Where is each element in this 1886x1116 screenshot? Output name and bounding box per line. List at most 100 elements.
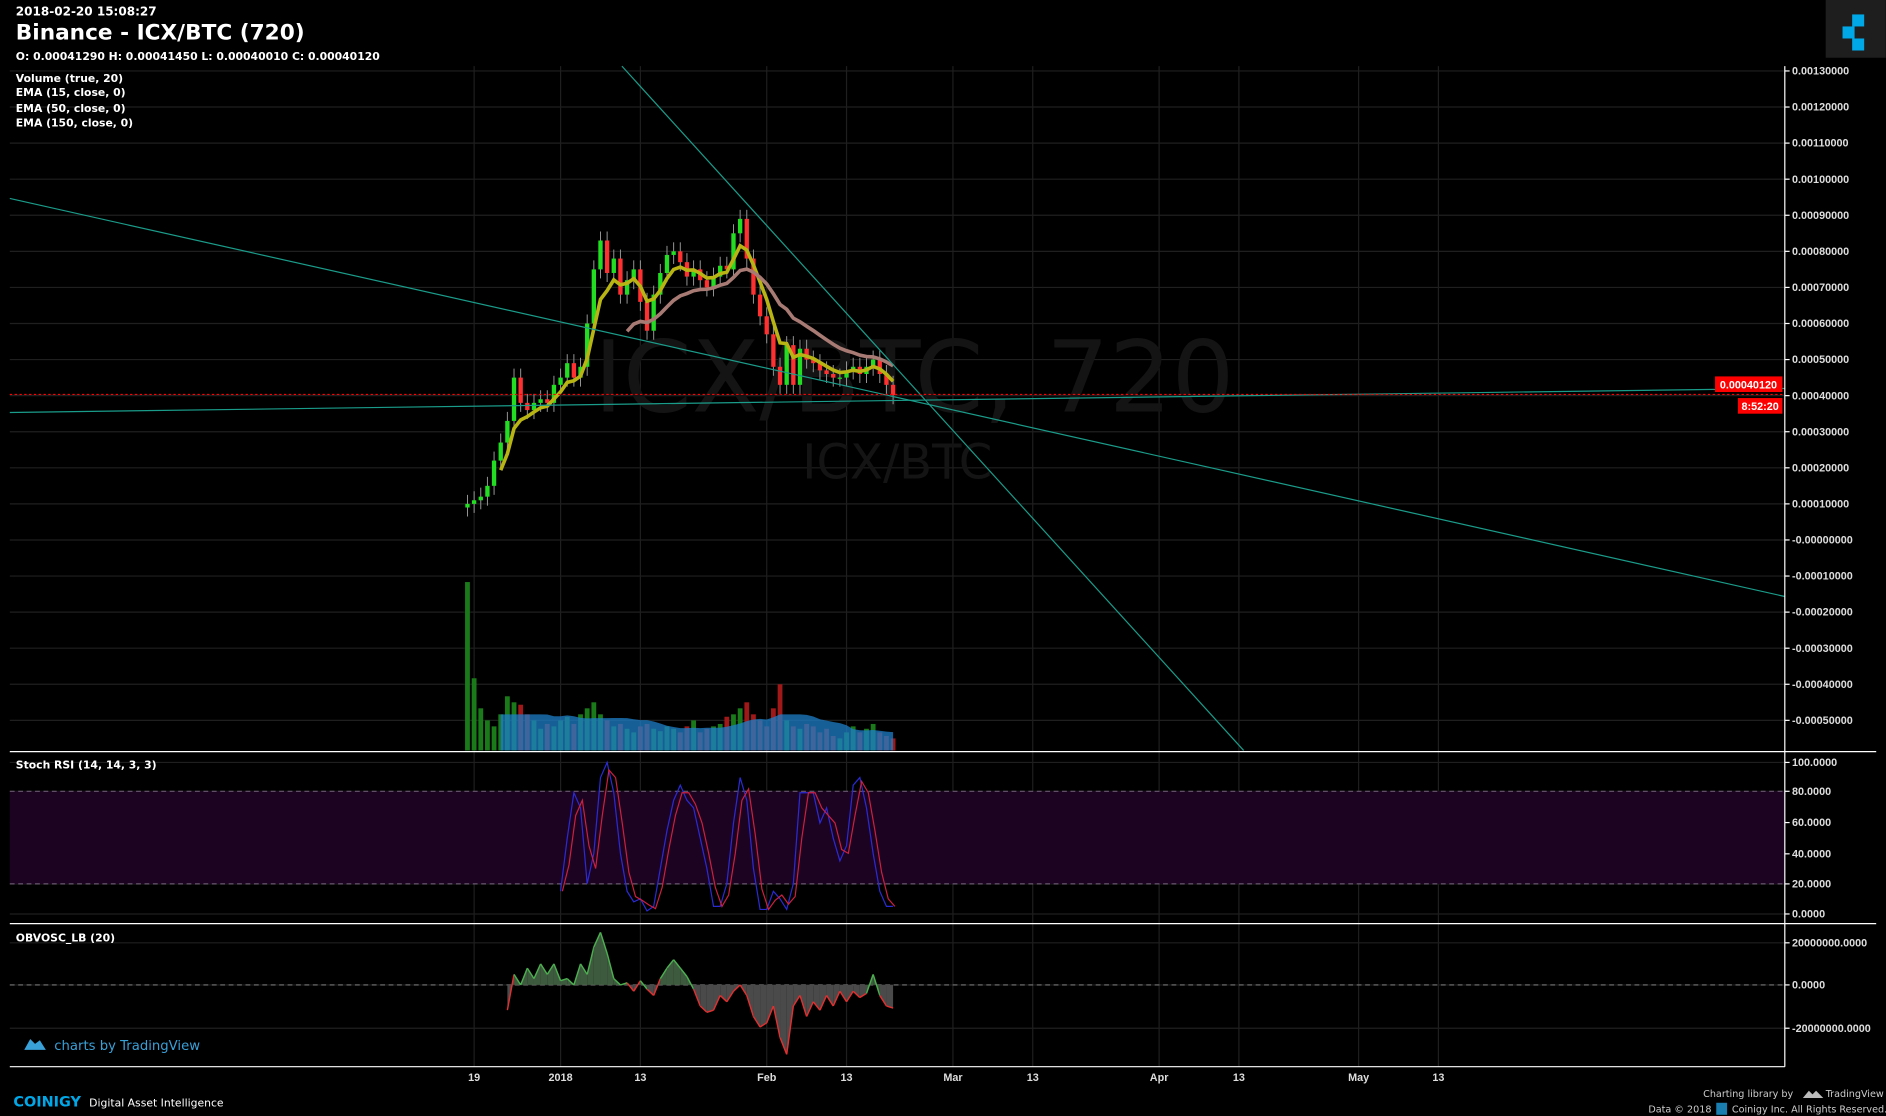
obvosc-label[interactable]: OBVOSC_LB (20)	[16, 932, 115, 945]
obv-line-segment	[520, 967, 528, 986]
candle-body	[485, 485, 490, 497]
obv-line-segment	[599, 932, 608, 954]
obv-line-segment	[839, 990, 848, 1003]
coinigy-small-icon	[1716, 1102, 1728, 1115]
price-axis[interactable]: 0.00130000 0.00120000 0.00110000 0.00100000…	[1784, 66, 1853, 727]
stoch-axis[interactable]: 100.0000 80.0000 60.0000 40.0000 20.0000 0.00…	[1784, 757, 1837, 921]
indicator-ema15[interactable]: EMA (15, close, 0)	[16, 86, 126, 99]
obv-line-segment	[799, 995, 808, 1017]
candle-body	[651, 294, 656, 331]
candle-body	[618, 258, 623, 295]
stoch-rsi-label[interactable]: Stoch RSI (14, 14, 3, 3)	[16, 758, 157, 771]
tradingview-cloud-icon	[24, 1039, 46, 1050]
obv-axis[interactable]: 20000000.0000 0.0000 -20000000.0000	[1784, 937, 1871, 1035]
last-price-label: 0.00040120	[1720, 379, 1777, 391]
tradingview-link[interactable]: charts by TradingView	[24, 1039, 200, 1054]
obv-line-segment	[540, 963, 548, 975]
obv-line-segment	[639, 980, 648, 990]
obv-line-segment	[513, 974, 522, 986]
candle-body	[870, 359, 876, 367]
obv-line-segment	[852, 990, 861, 999]
obv-line-segment	[626, 982, 635, 992]
ema15-line	[499, 243, 895, 471]
obv-line-segment	[566, 978, 575, 986]
time-axis[interactable]: 19 2018 13 Feb 13 Mar 13 Apr 13 May 13	[468, 1072, 1444, 1084]
obvosc-plot	[506, 932, 894, 1055]
obv-line-segment	[653, 978, 662, 996]
stoch-tick-label: 0.0000	[1792, 909, 1825, 921]
stoch-tick-label: 60.0000	[1792, 817, 1831, 829]
candle-body	[844, 370, 849, 378]
obv-line-segment	[779, 1037, 788, 1055]
candle-body	[505, 420, 510, 443]
candle-body	[811, 359, 816, 364]
obv-tick-label: -20000000.0000	[1792, 1023, 1871, 1035]
trendline-support[interactable]	[9, 387, 1785, 414]
obv-fill-segment	[726, 984, 734, 1002]
obv-fill-segment	[620, 982, 628, 985]
obv-line-segment	[726, 990, 735, 1003]
price-tick-label: 0.00050000	[1792, 354, 1849, 366]
obv-fill-segment	[853, 984, 860, 998]
price-tick-label: 0.00060000	[1792, 318, 1849, 330]
watermark-main: ICX/BTC, 720	[594, 320, 1235, 435]
candle-body	[598, 240, 603, 270]
obv-fill-segment	[580, 963, 588, 985]
volume-bar	[478, 708, 484, 751]
time-tick-label: 13	[841, 1072, 853, 1084]
candle-body	[731, 233, 736, 270]
candle-body	[478, 496, 483, 501]
trendline-steep[interactable]	[621, 65, 1245, 751]
time-tick-label: 13	[1233, 1072, 1245, 1084]
volume-bars	[465, 582, 896, 751]
candle-body	[744, 218, 749, 259]
countdown-badge	[1737, 398, 1783, 414]
candle-body	[658, 272, 663, 295]
candle-body	[565, 363, 570, 378]
tradingview-logo-icon	[1802, 1090, 1824, 1098]
candle-body	[664, 254, 670, 273]
tradingview-link-label[interactable]: charts by TradingView	[54, 1039, 200, 1054]
coinigy-logo-button[interactable]	[1825, 0, 1886, 58]
trendline-descending[interactable]	[9, 197, 1785, 598]
candle-body	[831, 374, 836, 378]
obv-line-segment	[533, 963, 542, 979]
volume-ma-area	[500, 714, 894, 751]
candle-body	[757, 294, 763, 317]
price-tick-label: -0.00040000	[1792, 679, 1853, 691]
obv-line-segment	[593, 932, 602, 948]
obv-fill-segment	[713, 984, 721, 1011]
candle-body	[518, 377, 523, 403]
obv-line-segment	[526, 967, 535, 979]
obv-line-segment	[633, 980, 641, 992]
indicator-ema50[interactable]: EMA (50, close, 0)	[16, 102, 126, 115]
price-tick-label: -0.00050000	[1792, 715, 1853, 727]
obv-line-segment	[679, 967, 688, 977]
obv-fill-segment	[700, 984, 707, 1013]
obv-line-segment	[886, 1005, 894, 1009]
candle-body	[585, 323, 590, 367]
indicator-ema150[interactable]: EMA (150, close, 0)	[16, 116, 133, 129]
obv-fill-segment	[673, 959, 681, 985]
time-tick-label: May	[1348, 1072, 1369, 1084]
obv-line-segment	[825, 995, 834, 1007]
price-tick-label: 0.00080000	[1792, 246, 1849, 258]
obv-fill-segment	[746, 984, 754, 1017]
candle-body	[691, 269, 696, 277]
price-tick-label: 0.00090000	[1792, 210, 1849, 222]
candle-body	[718, 265, 723, 277]
obv-line-segment	[673, 959, 681, 969]
stoch-tick-label: 40.0000	[1792, 848, 1831, 860]
candle-body	[884, 374, 889, 385]
obv-line-segment	[573, 963, 582, 986]
candle-body	[764, 316, 769, 335]
obv-line-segment	[752, 1016, 761, 1028]
time-tick-label: 2018	[549, 1072, 573, 1084]
indicator-volume[interactable]: Volume (true, 20)	[16, 72, 123, 85]
obv-line-segment	[772, 1005, 781, 1038]
obv-line-segment	[579, 963, 588, 975]
obv-fill-segment	[527, 968, 534, 985]
ema50-line	[625, 267, 895, 368]
price-tick-label: 0.00010000	[1792, 498, 1849, 510]
